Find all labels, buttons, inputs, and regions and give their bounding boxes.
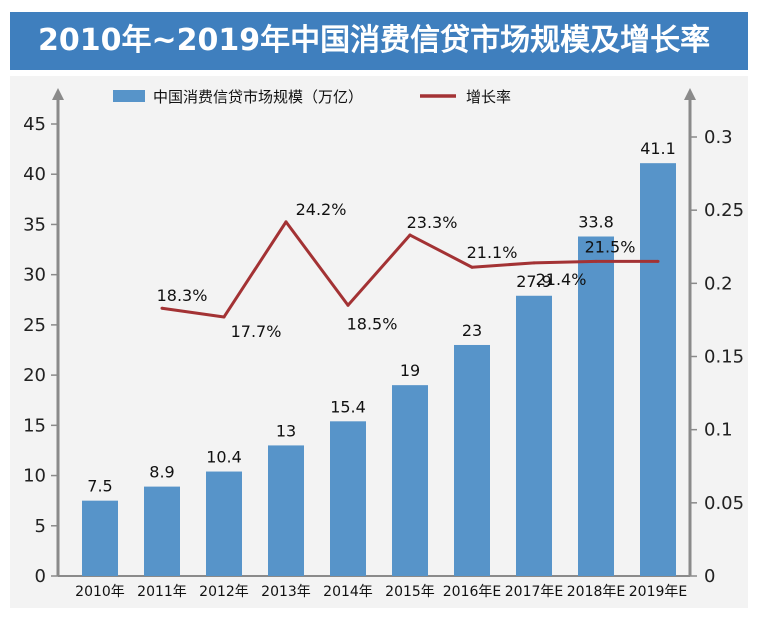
growth-rate-point xyxy=(284,220,288,224)
y-left-tick-label: 5 xyxy=(35,516,46,537)
growth-rate-point xyxy=(656,259,660,263)
growth-rate-label: 21.1% xyxy=(467,243,518,262)
bar xyxy=(516,295,552,576)
y-left-tick-label: 10 xyxy=(23,466,46,487)
bar-value-label: 41.1 xyxy=(640,139,676,158)
bar xyxy=(268,445,304,576)
x-tick-label: 2018年E xyxy=(567,584,625,600)
growth-rate-label: 17.7% xyxy=(231,322,282,341)
y-axis-left-arrow xyxy=(52,88,64,100)
growth-rate-label: 21.5% xyxy=(585,237,636,256)
bar xyxy=(454,344,490,576)
x-tick-label: 2016年E xyxy=(443,584,501,600)
title-bar: 2010年~2019年中国消费信贷市场规模及增长率 xyxy=(10,12,748,70)
bar xyxy=(392,385,428,576)
x-tick-label: 2013年 xyxy=(261,584,311,600)
y-right-tick-label: 0.2 xyxy=(704,273,733,294)
legend-bar-label: 中国消费信贷市场规模（万亿） xyxy=(153,88,363,106)
growth-rate-point xyxy=(408,233,412,237)
growth-rate-point xyxy=(594,259,598,263)
legend-line-label: 增长率 xyxy=(466,88,511,106)
y-right-tick-label: 0 xyxy=(704,566,715,587)
y-left-tick-label: 15 xyxy=(23,415,46,436)
y-right-tick-label: 0.05 xyxy=(704,493,744,514)
y-left-tick-label: 45 xyxy=(23,114,46,135)
y-right-tick-label: 0.3 xyxy=(704,127,733,148)
growth-rate-point xyxy=(346,303,350,307)
y-right-tick-label: 0.15 xyxy=(704,347,744,368)
bar xyxy=(330,421,366,576)
growth-rate-label: 23.3% xyxy=(407,213,458,232)
bar-value-label: 33.8 xyxy=(578,212,614,231)
y-left-tick-label: 30 xyxy=(23,265,46,286)
bar-value-label: 13 xyxy=(276,421,296,440)
growth-rate-point xyxy=(222,315,226,319)
bar xyxy=(206,471,242,576)
legend-bar-swatch xyxy=(113,90,145,102)
y-right-tick-label: 0.25 xyxy=(704,200,744,221)
bar xyxy=(640,163,676,576)
growth-rate-label: 18.5% xyxy=(347,314,398,333)
growth-rate-point xyxy=(470,265,474,269)
bar-value-label: 23 xyxy=(462,321,482,340)
y-left-tick-label: 0 xyxy=(35,566,46,587)
bar xyxy=(144,486,180,576)
x-tick-label: 2015年 xyxy=(385,584,435,600)
growth-rate-point xyxy=(532,261,536,265)
plot-background xyxy=(10,76,748,608)
y-left-tick-label: 35 xyxy=(23,214,46,235)
bar xyxy=(82,500,118,576)
y-left-tick-label: 25 xyxy=(23,315,46,336)
bar-value-label: 7.5 xyxy=(87,477,112,496)
chart-title: 2010年~2019年中国消费信贷市场规模及增长率 xyxy=(38,23,711,58)
growth-rate-point xyxy=(160,306,164,310)
y-left-tick-label: 40 xyxy=(23,164,46,185)
x-tick-label: 2012年 xyxy=(199,584,249,600)
x-tick-label: 2017年E xyxy=(505,584,563,600)
growth-rate-label: 24.2% xyxy=(296,200,347,219)
y-axis-right-arrow xyxy=(684,88,696,100)
x-tick-label: 2011年 xyxy=(137,584,187,600)
bar-value-label: 15.4 xyxy=(330,397,366,416)
bar-value-label: 27.9 xyxy=(516,272,552,291)
x-tick-label: 2014年 xyxy=(323,584,373,600)
y-left-tick-label: 20 xyxy=(23,365,46,386)
bar-value-label: 19 xyxy=(400,361,420,380)
growth-rate-label: 18.3% xyxy=(157,286,208,305)
bar-value-label: 10.4 xyxy=(206,448,242,467)
x-tick-label: 2010年 xyxy=(75,584,125,600)
growth-rate-label: 21.4% xyxy=(536,270,587,289)
x-tick-label: 2019年E xyxy=(629,584,687,600)
y-right-tick-label: 0.1 xyxy=(704,420,733,441)
bar-value-label: 8.9 xyxy=(149,463,174,482)
bar xyxy=(578,236,614,576)
